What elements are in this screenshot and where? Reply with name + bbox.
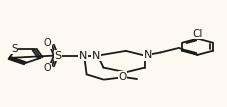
Text: N: N [143, 50, 152, 60]
Text: N: N [92, 51, 100, 61]
Text: S: S [54, 51, 62, 61]
Text: S: S [11, 44, 17, 54]
Text: N: N [79, 51, 87, 61]
Text: Cl: Cl [192, 29, 203, 39]
Text: O: O [118, 72, 127, 82]
Text: O: O [44, 38, 52, 48]
Text: O: O [44, 63, 52, 73]
